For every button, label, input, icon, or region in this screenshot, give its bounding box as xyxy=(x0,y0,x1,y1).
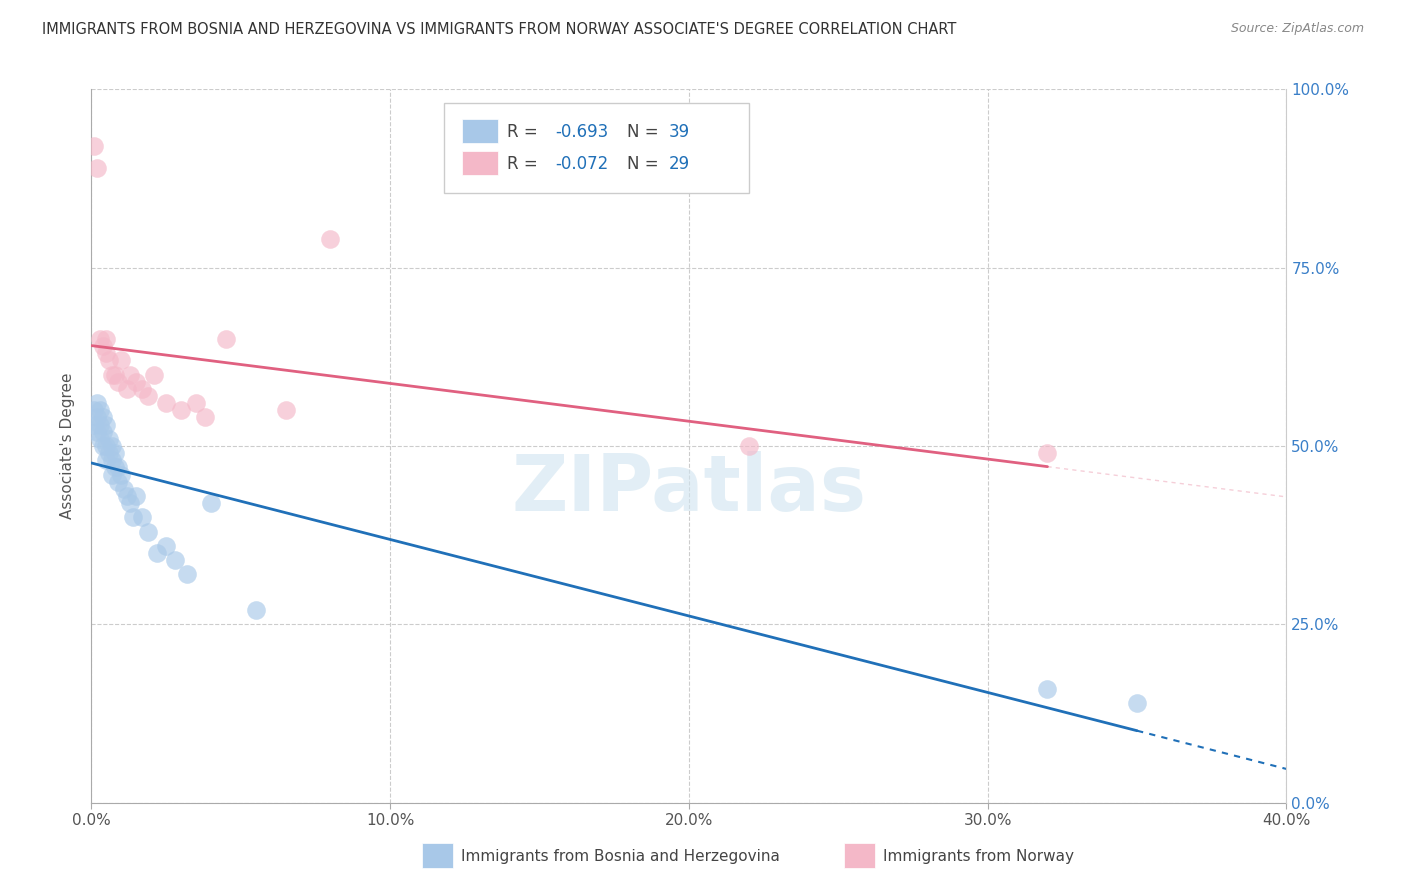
Point xyxy=(120,368,142,382)
Point xyxy=(110,467,132,482)
Point xyxy=(194,410,217,425)
Bar xyxy=(461,152,498,175)
Text: R =: R = xyxy=(508,155,543,173)
Point xyxy=(101,467,124,482)
Point xyxy=(1036,446,1059,460)
Y-axis label: Associate's Degree: Associate's Degree xyxy=(60,373,76,519)
Point xyxy=(86,410,108,425)
Point xyxy=(120,496,142,510)
Text: IMMIGRANTS FROM BOSNIA AND HERZEGOVINA VS IMMIGRANTS FROM NORWAY ASSOCIATE'S DEG: IMMIGRANTS FROM BOSNIA AND HERZEGOVINA V… xyxy=(42,22,956,37)
Point xyxy=(96,453,118,467)
Point xyxy=(83,403,105,417)
Point xyxy=(86,425,108,439)
Text: 29: 29 xyxy=(669,155,690,173)
Point xyxy=(200,496,222,510)
Point xyxy=(170,403,193,417)
Text: Source: ZipAtlas.com: Source: ZipAtlas.com xyxy=(1230,22,1364,36)
Text: -0.693: -0.693 xyxy=(555,123,609,141)
Point xyxy=(104,460,127,475)
Point xyxy=(110,353,132,368)
Point xyxy=(1036,681,1059,696)
Point xyxy=(93,439,115,453)
Point xyxy=(176,567,198,582)
Point xyxy=(107,475,129,489)
Point xyxy=(136,389,159,403)
Point xyxy=(96,417,118,432)
Point xyxy=(215,332,238,346)
Point xyxy=(86,396,108,410)
Point xyxy=(155,539,177,553)
Point xyxy=(96,346,118,360)
Point xyxy=(101,368,124,382)
Point xyxy=(101,453,124,467)
Text: N =: N = xyxy=(627,155,664,173)
Text: ZIPatlas: ZIPatlas xyxy=(512,450,866,527)
Point xyxy=(83,139,105,153)
Point xyxy=(89,332,111,346)
Point xyxy=(104,368,127,382)
Text: R =: R = xyxy=(508,123,543,141)
Bar xyxy=(461,120,498,143)
Point xyxy=(131,382,153,396)
Text: Immigrants from Bosnia and Herzegovina: Immigrants from Bosnia and Herzegovina xyxy=(461,849,780,863)
Point xyxy=(115,489,138,503)
Point xyxy=(155,396,177,410)
Point xyxy=(96,439,118,453)
Point xyxy=(86,161,108,175)
Point xyxy=(274,403,297,417)
Point xyxy=(1126,696,1149,710)
Point xyxy=(93,339,115,353)
Point xyxy=(112,482,135,496)
Point xyxy=(93,410,115,425)
Point xyxy=(98,446,121,460)
Point xyxy=(125,489,148,503)
Point xyxy=(107,375,129,389)
Point xyxy=(143,368,166,382)
Point xyxy=(107,460,129,475)
Text: -0.072: -0.072 xyxy=(555,155,609,173)
Point xyxy=(98,432,121,446)
Point xyxy=(96,332,118,346)
Point xyxy=(146,546,169,560)
Point xyxy=(163,553,186,567)
Point xyxy=(125,375,148,389)
Point xyxy=(93,425,115,439)
Point xyxy=(122,510,145,524)
Point xyxy=(319,232,342,246)
Point xyxy=(245,603,267,617)
Point xyxy=(115,382,138,396)
FancyBboxPatch shape xyxy=(444,103,748,193)
Point xyxy=(131,510,153,524)
Point xyxy=(101,439,124,453)
Point xyxy=(737,439,759,453)
Point xyxy=(83,417,105,432)
Point xyxy=(89,432,111,446)
Point xyxy=(104,446,127,460)
Text: N =: N = xyxy=(627,123,664,141)
Text: 39: 39 xyxy=(669,123,690,141)
Point xyxy=(89,403,111,417)
Text: Immigrants from Norway: Immigrants from Norway xyxy=(883,849,1074,863)
Point xyxy=(184,396,207,410)
Point xyxy=(98,353,121,368)
Point xyxy=(136,524,159,539)
Point xyxy=(89,417,111,432)
